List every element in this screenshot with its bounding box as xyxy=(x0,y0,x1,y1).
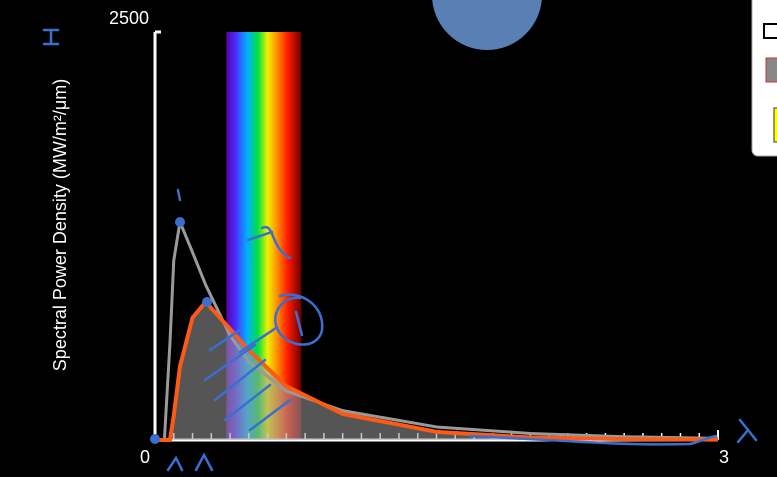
input-box[interactable] xyxy=(765,57,777,83)
curve xyxy=(155,299,719,442)
annotation-dot xyxy=(175,217,185,227)
star-icon xyxy=(432,0,542,50)
annotation-dot xyxy=(202,297,212,307)
button[interactable] xyxy=(773,107,777,143)
area xyxy=(155,301,718,440)
checkbox[interactable] xyxy=(763,23,777,39)
plot: 2500 0 3 xyxy=(109,8,729,467)
annotation-dot xyxy=(150,434,160,444)
y-axis-label: Spectral Power Density (MW/m²/μm) xyxy=(50,79,70,371)
y-tick-label: 2500 xyxy=(109,8,149,28)
x-tick-label: 3 xyxy=(719,447,729,467)
handwriting xyxy=(42,28,758,472)
x-tick-label: 0 xyxy=(140,447,150,467)
